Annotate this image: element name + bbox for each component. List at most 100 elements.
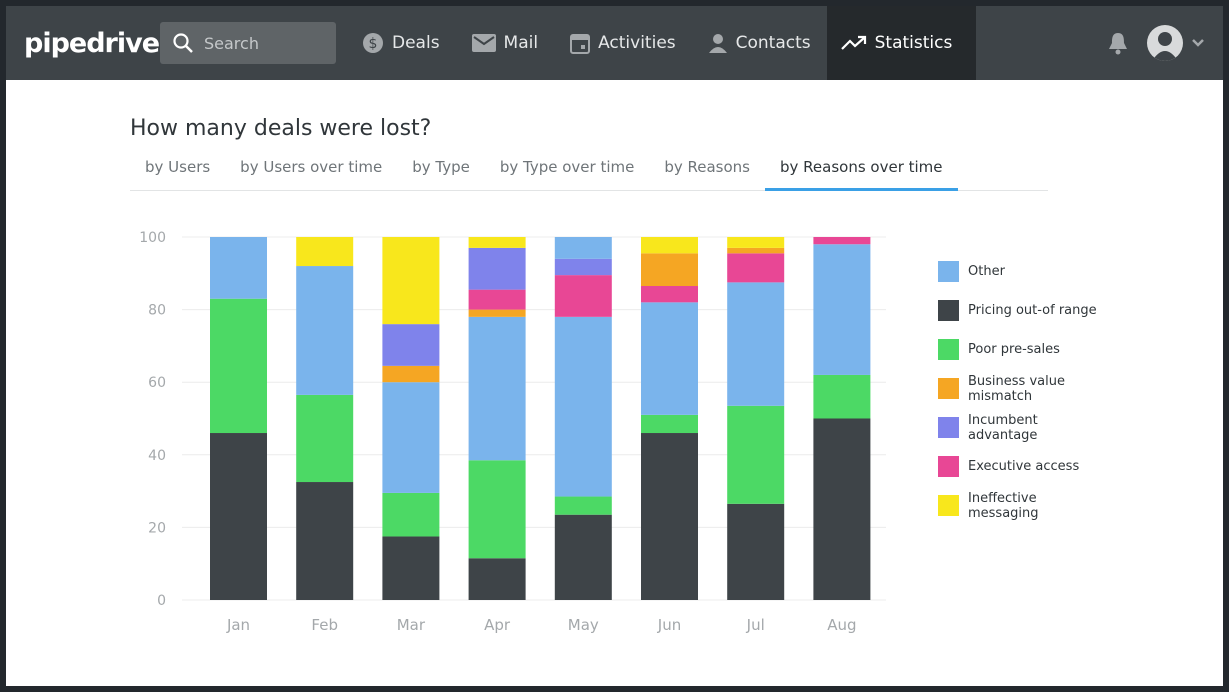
legend-label: Ineffective messaging	[968, 490, 1039, 521]
legend-item[interactable]: Pricing out-of range	[938, 291, 1108, 330]
legend-swatch	[938, 495, 959, 516]
y-tick-label: 40	[148, 448, 166, 464]
nav-activities[interactable]: Activities	[554, 6, 692, 80]
bar-segment-other	[468, 316, 526, 461]
legend-item[interactable]: Poor pre-sales	[938, 330, 1108, 369]
legend-swatch	[938, 339, 959, 360]
app-window: pipedrive Search $ Deals Mail Activities …	[6, 6, 1223, 686]
logo[interactable]: pipedrive	[24, 27, 160, 59]
bar-segment-poor-pre-sales	[468, 460, 526, 559]
legend-swatch	[938, 300, 959, 321]
x-tick-label: Jan	[226, 616, 250, 634]
y-tick-label: 20	[148, 520, 166, 536]
nav-label: Contacts	[735, 33, 811, 53]
nav-label: Mail	[503, 33, 539, 53]
nav-label: Activities	[598, 33, 676, 53]
x-tick-label: May	[568, 616, 599, 634]
x-tick-label: Jul	[746, 616, 765, 634]
legend-label: Incumbent advantage	[968, 412, 1038, 443]
legend-label: Business value mismatch	[968, 373, 1065, 404]
legend-label: Pricing out-of range	[968, 303, 1097, 318]
search-icon	[173, 33, 193, 53]
bar-segment-executive-access	[641, 286, 698, 303]
legend-item[interactable]: Business value mismatch	[938, 369, 1108, 408]
bar-segment-other	[554, 237, 612, 259]
chevron-down-icon	[1192, 39, 1204, 47]
legend-item[interactable]: Other	[938, 252, 1108, 291]
tab-by-users[interactable]: by Users	[145, 158, 211, 176]
bar-segment-executive-access	[554, 275, 612, 317]
person-icon	[708, 33, 728, 53]
user-menu[interactable]	[1147, 25, 1205, 61]
bar-segment-ineffective-messaging	[727, 237, 785, 248]
bar-segment-poor-pre-sales	[727, 405, 785, 504]
bar-segment-other	[641, 302, 698, 415]
nav-deals[interactable]: $ Deals	[346, 6, 456, 80]
bar-segment-business-value-mismatch	[641, 253, 698, 287]
search-input[interactable]: Search	[160, 22, 336, 64]
bar-segment-poor-pre-sales	[641, 414, 698, 434]
tab-by-type-over-time[interactable]: by Type over time	[499, 158, 635, 176]
bar-segment-pricing-out-of-range	[554, 514, 612, 600]
bar-segment-other	[382, 382, 440, 493]
bell-icon[interactable]	[1107, 31, 1129, 55]
bar-segment-ineffective-messaging	[382, 237, 440, 325]
search-placeholder: Search	[204, 33, 259, 53]
nav-mail[interactable]: Mail	[456, 6, 555, 80]
dollar-icon: $	[362, 32, 384, 54]
nav-contacts[interactable]: Contacts	[692, 6, 827, 80]
bar-segment-poor-pre-sales	[382, 492, 440, 537]
bar-segment-incumbent-advantage	[468, 247, 526, 290]
bar-segment-executive-access	[813, 237, 871, 245]
tab-bar: by Users by Users over time by Type by T…	[130, 154, 1048, 191]
bar-segment-poor-pre-sales	[813, 374, 871, 419]
tab-by-users-over-time[interactable]: by Users over time	[240, 158, 383, 176]
legend-item[interactable]: Ineffective messaging	[938, 486, 1108, 525]
bar-segment-poor-pre-sales	[554, 496, 612, 515]
bar-segment-business-value-mismatch	[468, 309, 526, 317]
legend-swatch	[938, 378, 959, 399]
legend-label: Poor pre-sales	[968, 342, 1060, 357]
nav-label: Deals	[392, 33, 440, 53]
trend-icon	[840, 35, 867, 51]
bar-segment-pricing-out-of-range	[641, 433, 698, 600]
legend-item[interactable]: Executive access	[938, 447, 1108, 486]
bar-segment-pricing-out-of-range	[727, 503, 785, 600]
bar-segment-other	[210, 237, 267, 299]
bar-segment-pricing-out-of-range	[296, 482, 354, 600]
legend-label: Executive access	[968, 459, 1080, 474]
y-tick-label: 80	[148, 303, 166, 319]
bar-segment-executive-access	[727, 253, 785, 283]
y-tick-label: 100	[139, 230, 166, 246]
bar-segment-incumbent-advantage	[382, 324, 440, 366]
avatar	[1147, 25, 1183, 61]
page-title: How many deals were lost?	[130, 116, 432, 141]
mail-icon	[471, 34, 496, 52]
nav-label: Statistics	[874, 33, 953, 53]
tab-by-reasons[interactable]: by Reasons	[664, 158, 750, 176]
bar-segment-business-value-mismatch	[727, 247, 785, 254]
bar-segment-poor-pre-sales	[296, 394, 354, 483]
bar-segment-pricing-out-of-range	[382, 536, 440, 600]
x-tick-label: Aug	[827, 616, 856, 634]
y-tick-label: 0	[157, 593, 166, 609]
tab-by-type[interactable]: by Type	[412, 158, 470, 176]
bar-segment-ineffective-messaging	[296, 237, 354, 267]
bar-segment-executive-access	[468, 289, 526, 310]
legend-swatch	[938, 261, 959, 282]
tab-by-reasons-over-time[interactable]: by Reasons over time	[765, 154, 958, 191]
bar-segment-other	[554, 316, 612, 497]
bar-segment-ineffective-messaging	[641, 237, 698, 254]
bar-segment-other	[727, 282, 785, 406]
chart-legend: Other Pricing out-of range Poor pre-sales B…	[938, 252, 1108, 525]
x-tick-label: Feb	[311, 616, 338, 634]
calendar-icon	[570, 32, 591, 54]
svg-text:$: $	[369, 36, 378, 52]
bar-segment-other	[813, 244, 871, 375]
legend-label: Other	[968, 264, 1005, 279]
bar-segment-pricing-out-of-range	[468, 558, 526, 600]
nav-statistics[interactable]: Statistics	[826, 6, 977, 80]
stacked-bar-chart: 0 20 40 60 80 100 Jan Feb Mar Apr May Jun Jul Aug	[139, 230, 886, 634]
top-nav: pipedrive Search $ Deals Mail Activities …	[6, 6, 1223, 80]
legend-item[interactable]: Incumbent advantage	[938, 408, 1108, 447]
